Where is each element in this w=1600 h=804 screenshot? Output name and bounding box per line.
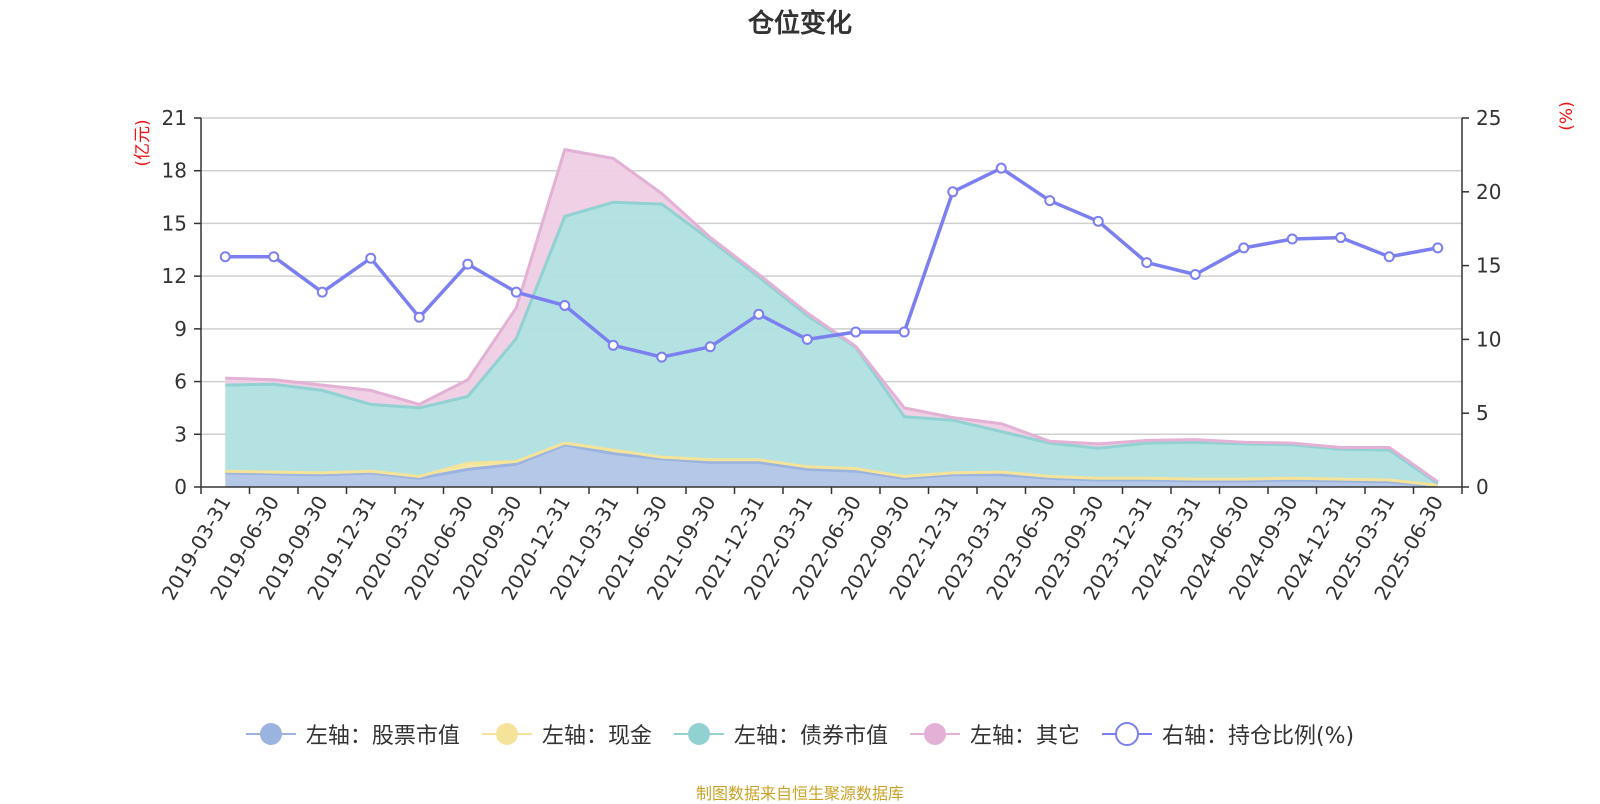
holding-ratio-point[interactable] [704,341,716,353]
legend-cash-marker-icon [481,723,532,745]
holding-ratio-point[interactable] [607,339,619,351]
holding-ratio-point[interactable] [462,258,474,270]
holding-ratio-point[interactable] [656,351,668,363]
holding-ratio-point[interactable] [947,186,959,198]
holding-ratio-point[interactable] [268,251,280,263]
left-axis-tick-label: 18 [162,159,187,183]
legend-item-other[interactable]: 左轴：其它 [909,718,1080,750]
right-axis-tick-label: 5 [1476,401,1489,425]
holding-ratio-point[interactable] [1335,232,1347,244]
holding-ratio-line [219,162,1444,363]
area-stock-value-edge [225,443,1438,488]
right-axis-tick-label: 10 [1476,327,1501,351]
area-bond-value [225,202,1438,486]
legend-bond-marker-icon [673,723,724,745]
left-axis-tick-label: 3 [174,422,187,446]
area-cash-edge [225,441,1438,487]
chart-title: 仓位变化 [747,8,852,39]
legend-label-cash: 左轴：现金 [541,724,652,749]
legend-ratio-marker-icon [1101,722,1152,746]
holding-ratio-point[interactable] [1286,233,1298,245]
chart-legend: 左轴：股票市值 左轴：现金 左轴：债券市值 左轴：其它 右轴：持仓比例(%) [0,718,1600,750]
legend-item-ratio[interactable]: 右轴：持仓比例(%) [1101,718,1355,750]
holding-ratio-point[interactable] [898,326,910,338]
left-axis-tick-label: 6 [174,370,187,394]
right-axis-unit-label: (%) [1557,101,1577,130]
right-axis-tick-label: 20 [1476,180,1501,204]
holding-ratio-point[interactable] [1189,268,1201,280]
holding-ratio-point[interactable] [1044,195,1056,207]
holding-ratio-point[interactable] [510,286,522,298]
left-axis-unit-label: (亿元) [133,119,153,166]
stacked-areas [225,147,1439,488]
holding-ratio-point[interactable] [1092,215,1104,227]
legend-stock-marker-icon [245,723,296,745]
legend-label-ratio: 右轴：持仓比例(%) [1161,724,1355,749]
holding-ratio-point[interactable] [413,311,425,323]
legend-label-bond: 左轴：债券市值 [733,724,888,749]
holding-ratio-point[interactable] [850,326,862,338]
area-stock-value [225,444,1438,487]
area-other-edge [225,147,1439,483]
holding-ratio-line-path [225,166,1439,359]
data-source-note: 制图数据来自恒生聚源数据库 [695,784,904,803]
holding-ratio-point[interactable] [559,299,571,311]
holding-ratio-point[interactable] [316,286,328,298]
legend-item-bond[interactable]: 左轴：债券市值 [673,718,888,750]
holding-ratio-point[interactable] [1383,251,1395,263]
holding-ratio-point[interactable] [1238,242,1250,254]
legend-item-stock[interactable]: 左轴：股票市值 [245,718,460,750]
holding-ratio-point[interactable] [1141,257,1153,269]
right-axis-tick-label: 25 [1476,106,1501,130]
right-axis-tick-label: 15 [1476,254,1501,278]
holding-ratio-point[interactable] [365,252,377,264]
right-axis-tick-label: 0 [1476,475,1489,499]
legend-label-stock: 左轴：股票市值 [305,724,460,749]
legend-other-marker-icon [909,723,960,745]
left-axis-tick-label: 15 [162,211,187,235]
left-axis-tick-label: 12 [162,264,187,288]
legend-item-cash[interactable]: 左轴：现金 [481,718,652,750]
holding-ratio-point[interactable] [1432,242,1444,254]
holding-ratio-point[interactable] [801,333,813,345]
left-axis-tick-label: 0 [174,475,187,499]
holding-ratio-point[interactable] [995,162,1007,174]
left-axis-tick-label: 9 [174,317,187,341]
holding-ratio-point[interactable] [753,308,765,320]
legend-label-other: 左轴：其它 [969,724,1080,749]
holding-ratio-point[interactable] [219,251,231,263]
left-axis-tick-label: 21 [162,106,187,130]
